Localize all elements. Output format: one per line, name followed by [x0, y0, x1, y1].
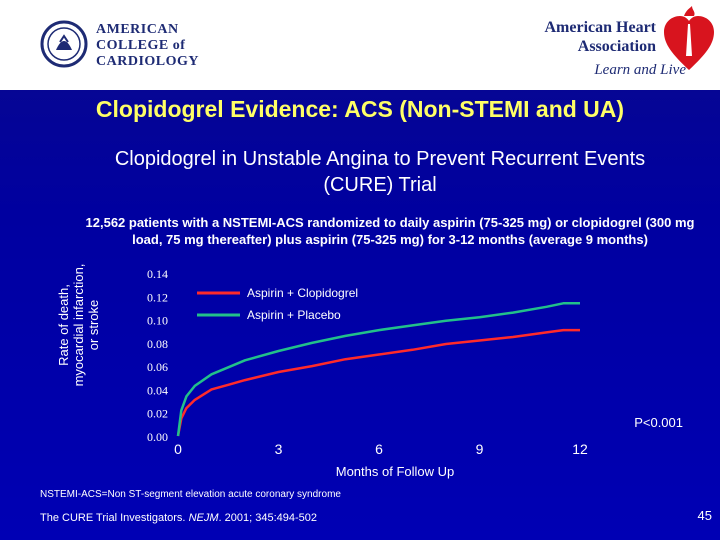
legend-label-1: Aspirin + Clopidogrel	[247, 286, 358, 300]
reference-rest: . 2001; 345:494-502	[218, 512, 317, 524]
p-value-annotation: P<0.001	[634, 415, 683, 430]
series-line-2	[176, 302, 580, 437]
x-tick-label: 3	[275, 441, 283, 457]
acc-logo: AMERICAN COLLEGE of CARDIOLOGY	[40, 14, 230, 74]
x-tick-label: 9	[476, 441, 484, 457]
slide-title: Clopidogrel Evidence: ACS (Non-STEMI and…	[95, 96, 625, 122]
page-number: 45	[697, 508, 712, 523]
ylabel-line-1: Rate of death,	[56, 284, 71, 366]
aha-tagline: Learn and Live	[594, 62, 686, 78]
study-description: 12,562 patients with a NSTEMI-ACS random…	[85, 215, 695, 247]
x-axis: 0 3 6 9 12	[174, 441, 588, 457]
x-axis-label: Months of Follow Up	[335, 464, 455, 479]
acc-seal-icon	[40, 20, 88, 68]
y-tick-label: 0.14	[147, 267, 168, 281]
aha-wordmark: American Heart Association	[544, 18, 656, 56]
legend-label-2: Aspirin + Placebo	[247, 308, 341, 322]
ylabel-line-2: myocardial infarction,	[71, 264, 86, 387]
y-tick-label: 0.12	[147, 290, 168, 304]
acc-wordmark: AMERICAN COLLEGE of CARDIOLOGY	[96, 22, 199, 70]
y-tick-label: 0.08	[147, 337, 168, 351]
reference-journal: NEJM	[188, 512, 219, 524]
heart-torch-icon	[664, 6, 714, 70]
reference-authors: The CURE Trial Investigators.	[40, 512, 189, 524]
x-tick-label: 0	[174, 441, 182, 457]
y-tick-label: 0.02	[147, 407, 168, 421]
slide-subtitle: Clopidogrel in Unstable Angina to Preven…	[40, 146, 720, 198]
legend: Aspirin + Clopidogrel Aspirin + Placebo	[197, 286, 358, 322]
subtitle-line-1: Clopidogrel in Unstable Angina to Preven…	[114, 148, 646, 170]
x-tick-label: 12	[572, 441, 588, 457]
x-tick-label: 6	[375, 441, 383, 457]
series-line-1	[176, 328, 580, 437]
reference: The CURE Trial Investigators. NEJM. 2001…	[40, 512, 317, 524]
aha-line-1: American Heart	[544, 19, 656, 36]
aha-logo: American Heart Association Learn and Liv…	[520, 4, 720, 88]
y-tick-label: 0.04	[147, 383, 168, 397]
ylabel-line-3: or stroke	[86, 300, 101, 351]
y-tick-label: 0.06	[147, 360, 168, 374]
logo-band: AMERICAN COLLEGE of CARDIOLOGY American …	[0, 0, 720, 90]
series-layer	[176, 302, 580, 437]
aha-line-2: Association	[577, 38, 656, 55]
y-axis-label: Rate of death, myocardial infarction, or…	[38, 220, 138, 430]
acc-line-2: COLLEGE of	[96, 38, 186, 53]
acc-line-1: AMERICAN	[96, 22, 179, 37]
subtitle-line-2: (CURE) Trial	[323, 174, 437, 196]
y-tick-label: 0.10	[147, 314, 168, 328]
kaplan-meier-chart: 0.000.020.040.060.080.100.120.14 0 3 6 9 12 …	[147, 267, 683, 457]
acc-line-3: CARDIOLOGY	[96, 54, 200, 69]
y-axis: 0.00 0.02 0.04 0.06 0.08 0.10 0.12 0.14	[147, 267, 168, 444]
y-tick-label: 0.00	[147, 430, 168, 444]
footnote: NSTEMI-ACS=Non ST-segment elevation acut…	[40, 489, 341, 500]
